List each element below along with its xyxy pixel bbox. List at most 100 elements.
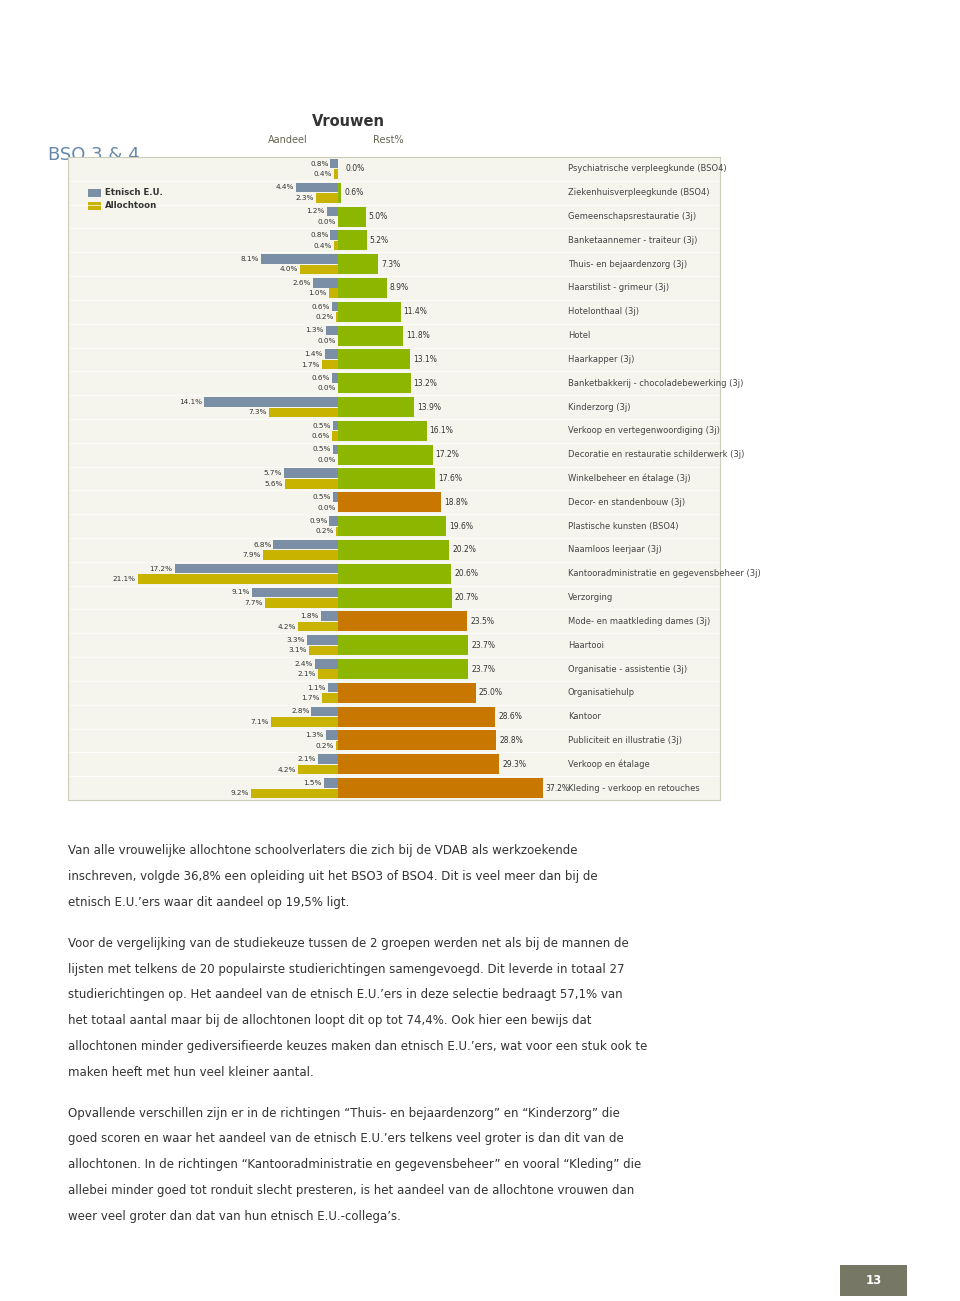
Text: 0.0%: 0.0%: [318, 457, 336, 463]
Text: 1.3%: 1.3%: [305, 328, 324, 333]
Text: 0.8%: 0.8%: [310, 232, 328, 238]
Text: Kantoor: Kantoor: [568, 712, 601, 721]
Bar: [326, 207, 338, 216]
Bar: [338, 683, 475, 703]
Text: allochtonen minder gediversifieerde keuzes maken dan etnisch E.U.’ers, wat voor : allochtonen minder gediversifieerde keuz…: [68, 1039, 647, 1053]
Text: 28.8%: 28.8%: [499, 736, 523, 745]
Text: 0.0%: 0.0%: [318, 219, 336, 225]
Bar: [338, 445, 433, 464]
Bar: [265, 598, 338, 608]
Text: 37.2%: 37.2%: [545, 783, 569, 792]
Text: 0.0%: 0.0%: [346, 164, 365, 173]
Bar: [338, 563, 451, 584]
Text: Kinderzorg (3j): Kinderzorg (3j): [568, 402, 631, 411]
Text: 2.1%: 2.1%: [298, 671, 316, 678]
Text: 0.5%: 0.5%: [313, 446, 331, 453]
Bar: [252, 588, 338, 597]
Text: 23.7%: 23.7%: [471, 665, 495, 674]
Bar: [274, 540, 338, 549]
Bar: [322, 693, 338, 703]
Bar: [332, 432, 338, 441]
Text: ArbeidsmarktTopic • JUNI 2004 nummer 2: ArbeidsmarktTopic • JUNI 2004 nummer 2: [702, 13, 936, 22]
Bar: [299, 622, 338, 631]
Text: 0.5%: 0.5%: [313, 423, 331, 428]
Text: 5.0%: 5.0%: [369, 212, 388, 221]
Text: 0.2%: 0.2%: [316, 528, 334, 535]
Text: lijsten met telkens de 20 populairste studierichtingen samengevoegd. Dit leverde: lijsten met telkens de 20 populairste st…: [68, 963, 625, 976]
Text: 1.2%: 1.2%: [306, 208, 324, 215]
Text: 0.6%: 0.6%: [345, 189, 364, 198]
Text: allebei minder goed tot ronduit slecht presteren, is het aandeel van de allochto: allebei minder goed tot ronduit slecht p…: [68, 1184, 635, 1197]
Bar: [285, 479, 338, 488]
Text: Mode- en maatkleding dames (3j): Mode- en maatkleding dames (3j): [568, 617, 710, 626]
Bar: [175, 563, 338, 574]
Bar: [333, 492, 338, 502]
Text: Decor- en standenbouw (3j): Decor- en standenbouw (3j): [568, 498, 685, 507]
Text: 14.1%: 14.1%: [180, 399, 202, 405]
Text: Opvallende verschillen zijn er in de richtingen “Thuis- en bejaardenzorg” en “Ki: Opvallende verschillen zijn er in de ric…: [68, 1107, 620, 1120]
Bar: [325, 325, 338, 336]
Bar: [338, 207, 366, 226]
Text: 29.3%: 29.3%: [502, 760, 526, 769]
Bar: [327, 683, 338, 692]
Text: allochtonen. In de richtingen “Kantooradministratie en gegevensbeheer” en vooral: allochtonen. In de richtingen “Kantoorad…: [68, 1158, 641, 1171]
Text: goed scoren en waar het aandeel van de etnisch E.U.’ers telkens veel groter is d: goed scoren en waar het aandeel van de e…: [68, 1132, 624, 1145]
Text: 0.6%: 0.6%: [312, 433, 330, 440]
Text: 1.7%: 1.7%: [301, 362, 320, 368]
Bar: [261, 254, 338, 264]
Text: 1.8%: 1.8%: [300, 613, 319, 619]
Text: Etnisch E.U.: Etnisch E.U.: [105, 189, 162, 198]
Text: Winkelbeheer en étalage (3j): Winkelbeheer en étalage (3j): [568, 474, 690, 483]
Text: studierichtingen op. Het aandeel van de etnisch E.U.’ers in deze selectie bedraa: studierichtingen op. Het aandeel van de …: [68, 989, 623, 1002]
Text: 3.1%: 3.1%: [288, 648, 306, 653]
Text: 1.4%: 1.4%: [304, 351, 323, 358]
Text: 13.9%: 13.9%: [418, 402, 442, 411]
Text: Haarkapper (3j): Haarkapper (3j): [568, 355, 635, 364]
Bar: [313, 278, 338, 288]
Text: Voor de vergelijking van de studiekeuze tussen de 2 groepen werden net als bij d: Voor de vergelijking van de studiekeuze …: [68, 937, 629, 950]
Text: 0.9%: 0.9%: [309, 518, 327, 524]
Bar: [336, 742, 338, 751]
Bar: [88, 189, 101, 196]
Text: 2.6%: 2.6%: [293, 280, 311, 286]
Bar: [299, 765, 338, 774]
Text: 0.2%: 0.2%: [316, 743, 334, 748]
Text: 23.7%: 23.7%: [471, 640, 495, 649]
Text: Decoratie en restauratie schilderwerk (3j): Decoratie en restauratie schilderwerk (3…: [568, 450, 744, 459]
Bar: [338, 325, 403, 346]
Text: 3.3%: 3.3%: [286, 637, 304, 643]
Text: 1.3%: 1.3%: [305, 732, 324, 738]
Bar: [334, 241, 338, 250]
Bar: [338, 516, 445, 536]
Text: 7.3%: 7.3%: [381, 260, 400, 269]
Text: Gemeenschapsrestauratie (3j): Gemeenschapsrestauratie (3j): [568, 212, 696, 221]
Text: 8.1%: 8.1%: [241, 256, 259, 262]
Bar: [330, 159, 338, 168]
Text: 5.7%: 5.7%: [263, 470, 282, 476]
Bar: [318, 670, 338, 679]
Text: 8.9%: 8.9%: [390, 284, 409, 293]
Text: Van alle vrouwelijke allochtone schoolverlaters die zich bij de VDAB als werkzoe: Van alle vrouwelijke allochtone schoolve…: [68, 844, 578, 857]
Bar: [324, 350, 338, 359]
Bar: [332, 302, 338, 311]
Text: 0.8%: 0.8%: [310, 160, 328, 167]
Bar: [263, 550, 338, 559]
Bar: [321, 611, 338, 621]
Bar: [328, 289, 338, 298]
Text: 1.5%: 1.5%: [303, 779, 322, 786]
Text: Hotel: Hotel: [568, 332, 590, 340]
Bar: [271, 717, 338, 727]
Text: 4.4%: 4.4%: [276, 185, 294, 190]
Text: Rest%: Rest%: [372, 135, 403, 144]
Bar: [338, 755, 499, 774]
Text: 17.2%: 17.2%: [436, 450, 460, 459]
Bar: [338, 278, 387, 298]
Bar: [338, 492, 442, 513]
Bar: [284, 468, 338, 477]
Text: 13.1%: 13.1%: [413, 355, 437, 364]
Text: 20.6%: 20.6%: [454, 570, 478, 578]
Text: 2.4%: 2.4%: [295, 661, 313, 667]
Text: 21.1%: 21.1%: [112, 576, 135, 582]
Text: 13.2%: 13.2%: [414, 379, 438, 388]
Bar: [338, 373, 411, 393]
